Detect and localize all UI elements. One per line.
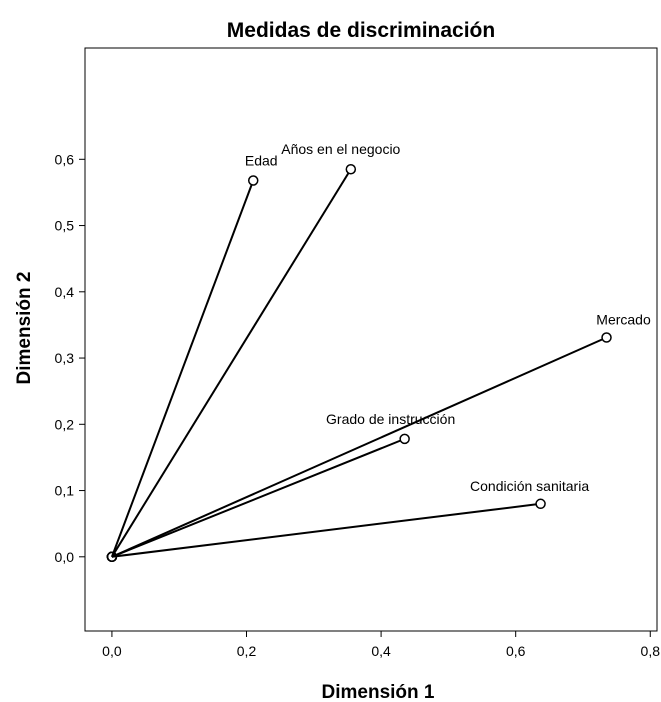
vector-line — [111, 502, 541, 558]
x-axis-title: Dimensión 1 — [322, 682, 435, 702]
y-tick-label: 0,3 — [55, 350, 75, 366]
x-tick-label: 0,4 — [371, 643, 391, 659]
vector-line — [110, 180, 255, 558]
vector-line — [111, 168, 352, 558]
vector-line — [111, 437, 406, 558]
chart-title: Medidas de discriminación — [227, 19, 495, 42]
point-markers — [106, 163, 612, 563]
point-marker — [535, 498, 546, 510]
y-tick-label: 0,2 — [55, 416, 75, 432]
plot-area-frame — [84, 47, 658, 632]
y-tick-label: 0,0 — [55, 549, 75, 565]
point-label: Edad — [245, 153, 278, 169]
point-label: Condición sanitaria — [470, 478, 589, 494]
point-marker — [601, 332, 612, 343]
vector-line — [111, 336, 607, 558]
point-label: Años en el negocio — [281, 141, 400, 157]
point-label: Mercado — [596, 312, 651, 328]
x-tick-label: 0,6 — [506, 643, 526, 659]
point-label: Grado de instrucción — [326, 411, 455, 427]
y-tick-label: 0,5 — [55, 218, 75, 234]
x-tick-label: 0,2 — [237, 643, 257, 659]
x-tick-label: 0,8 — [641, 643, 661, 659]
x-tick-label: 0,0 — [102, 643, 122, 659]
y-axis: 0,0 0,1 0,2 0,3 0,4 0,5 0,6 — [55, 151, 85, 565]
y-tick-label: 0,6 — [55, 151, 75, 167]
discrimination-vectors — [110, 168, 607, 558]
x-axis: 0,0 0,2 0,4 0,6 0,8 — [102, 631, 660, 659]
origin-marker — [106, 551, 118, 563]
point-marker — [247, 175, 259, 186]
y-tick-label: 0,1 — [55, 483, 75, 499]
point-marker — [399, 433, 410, 445]
point-marker — [345, 163, 357, 175]
y-axis-title: Dimensión 2 — [14, 272, 35, 385]
y-tick-label: 0,4 — [55, 284, 75, 300]
